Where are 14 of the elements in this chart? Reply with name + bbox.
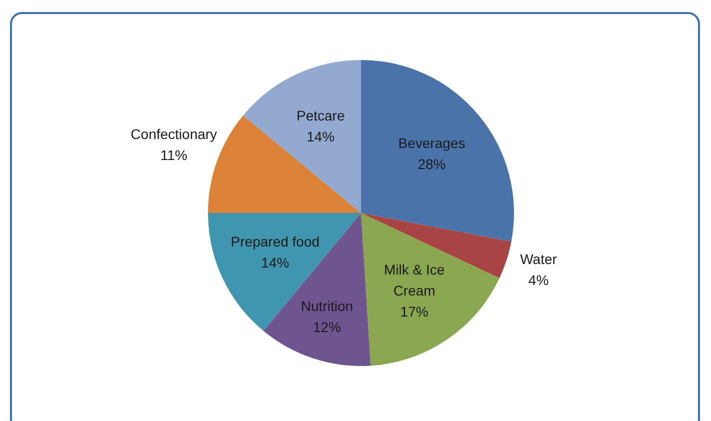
slice-label: Nutrition: [300, 298, 354, 314]
slice-label: Water: [520, 251, 558, 268]
data-label: 11%: [160, 146, 188, 163]
slice-label: Beverages: [398, 134, 466, 151]
slice-label: Confectionary: [130, 126, 218, 142]
slice-label: Prepared food: [230, 234, 320, 250]
data-label: 28%: [418, 156, 446, 172]
slice-label: Milk & Ice Cream: [384, 261, 445, 298]
data-label: 12%: [312, 319, 341, 336]
data-label: 14%: [261, 254, 290, 271]
data-label: 4%: [528, 272, 549, 288]
data-label: 14%: [306, 128, 335, 145]
data-label: 17%: [400, 303, 428, 320]
slice-label: Petcare: [296, 108, 345, 124]
